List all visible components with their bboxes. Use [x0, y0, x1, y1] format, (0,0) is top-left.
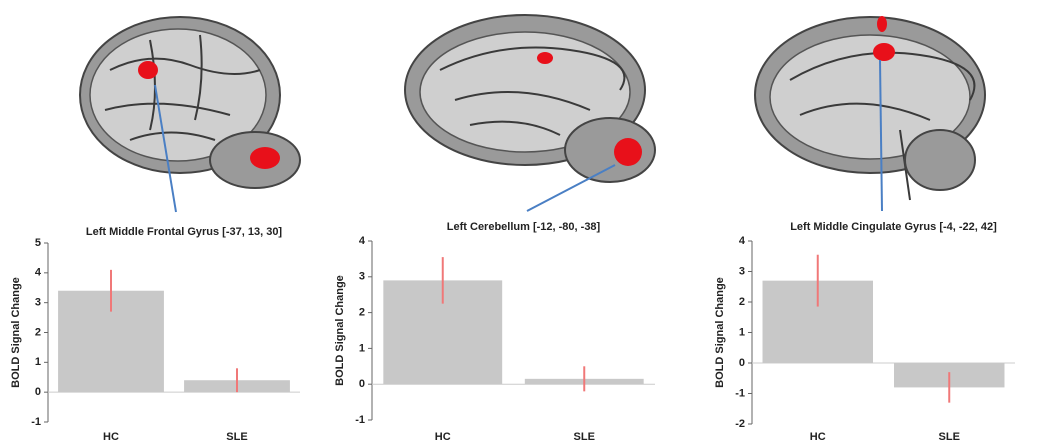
chart-title: Left Middle Frontal Gyrus [-37, 13, 30]: [86, 226, 283, 238]
y-tick-label: 4: [359, 235, 366, 247]
y-tick-label: 0: [35, 386, 41, 398]
y-axis-label: BOLD Signal Change: [334, 275, 346, 386]
x-tick-label: SLE: [226, 431, 247, 443]
chart-title: Left Cerebellum [-12, -80, -38]: [447, 221, 601, 233]
brain-image: [80, 17, 300, 212]
y-tick-label: -1: [31, 416, 41, 428]
x-tick-label: HC: [435, 431, 451, 443]
figure: Left Middle Frontal Gyrus [-37, 13, 30] B…: [0, 0, 1049, 447]
x-tick-label: SLE: [939, 431, 960, 443]
y-tick-label: 2: [739, 296, 745, 308]
y-axis-label: BOLD Signal Change: [10, 277, 22, 388]
y-tick-label: 0: [739, 357, 745, 369]
brain-image: [405, 15, 655, 211]
y-tick-label: 4: [35, 267, 42, 279]
y-tick-label: 5: [35, 237, 41, 249]
y-axis-label: BOLD Signal Change: [714, 277, 726, 388]
y-tick-label: 3: [359, 271, 365, 283]
y-tick-label: -2: [735, 418, 745, 430]
y-tick-label: 1: [739, 326, 745, 338]
brain-image: [755, 16, 985, 211]
x-tick-label: HC: [103, 431, 119, 443]
y-tick-label: 1: [35, 356, 41, 368]
y-tick-label: 1: [359, 342, 365, 354]
chart-title: Left Middle Cingulate Gyrus [-4, -22, 42…: [790, 221, 997, 233]
y-tick-label: 3: [35, 297, 41, 309]
y-tick-label: 2: [35, 326, 41, 338]
y-tick-label: 4: [739, 235, 746, 247]
x-tick-label: SLE: [574, 431, 595, 443]
y-tick-label: -1: [355, 414, 365, 426]
y-tick-label: 3: [739, 265, 745, 277]
y-tick-label: 0: [359, 378, 365, 390]
x-tick-label: HC: [810, 431, 826, 443]
y-tick-label: -1: [735, 387, 745, 399]
y-tick-label: 2: [359, 307, 365, 319]
